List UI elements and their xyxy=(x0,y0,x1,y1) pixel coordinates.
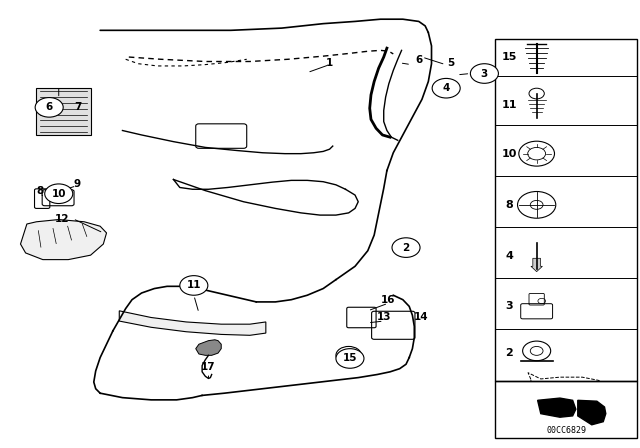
Text: 00CC6829: 00CC6829 xyxy=(547,426,586,435)
Polygon shape xyxy=(578,401,606,425)
Circle shape xyxy=(432,78,460,98)
Text: 8: 8 xyxy=(506,200,513,210)
Text: 9: 9 xyxy=(73,179,80,189)
Text: 11: 11 xyxy=(187,280,201,290)
Circle shape xyxy=(392,238,420,258)
Polygon shape xyxy=(20,220,106,260)
Bar xyxy=(495,381,637,438)
Text: 6: 6 xyxy=(415,55,422,65)
Text: 17: 17 xyxy=(201,362,216,372)
Circle shape xyxy=(35,98,63,117)
Text: 5: 5 xyxy=(447,58,455,68)
Text: 16: 16 xyxy=(381,295,396,305)
Text: 6: 6 xyxy=(45,102,53,112)
Text: 3: 3 xyxy=(506,302,513,311)
Text: 2: 2 xyxy=(506,348,513,358)
Text: 3: 3 xyxy=(481,69,488,78)
Text: 14: 14 xyxy=(413,313,428,323)
Text: 11: 11 xyxy=(502,100,517,110)
Text: 8: 8 xyxy=(36,185,44,196)
Text: 1: 1 xyxy=(326,58,333,68)
Circle shape xyxy=(470,64,499,83)
Circle shape xyxy=(180,276,208,295)
Text: 15: 15 xyxy=(502,52,517,62)
Text: 4: 4 xyxy=(506,251,513,261)
Text: 12: 12 xyxy=(54,214,69,224)
Polygon shape xyxy=(119,311,266,335)
Text: 2: 2 xyxy=(403,243,410,253)
Polygon shape xyxy=(196,340,221,355)
Bar xyxy=(36,88,91,135)
Text: 7: 7 xyxy=(74,102,81,112)
Text: 4: 4 xyxy=(442,83,450,93)
Circle shape xyxy=(336,349,364,368)
Text: 10: 10 xyxy=(502,149,517,159)
Bar xyxy=(495,39,637,381)
FancyArrow shape xyxy=(531,258,542,271)
Text: 13: 13 xyxy=(376,313,391,323)
Text: 10: 10 xyxy=(51,189,66,199)
Circle shape xyxy=(45,184,73,203)
Text: 15: 15 xyxy=(342,353,357,363)
Polygon shape xyxy=(538,398,576,417)
